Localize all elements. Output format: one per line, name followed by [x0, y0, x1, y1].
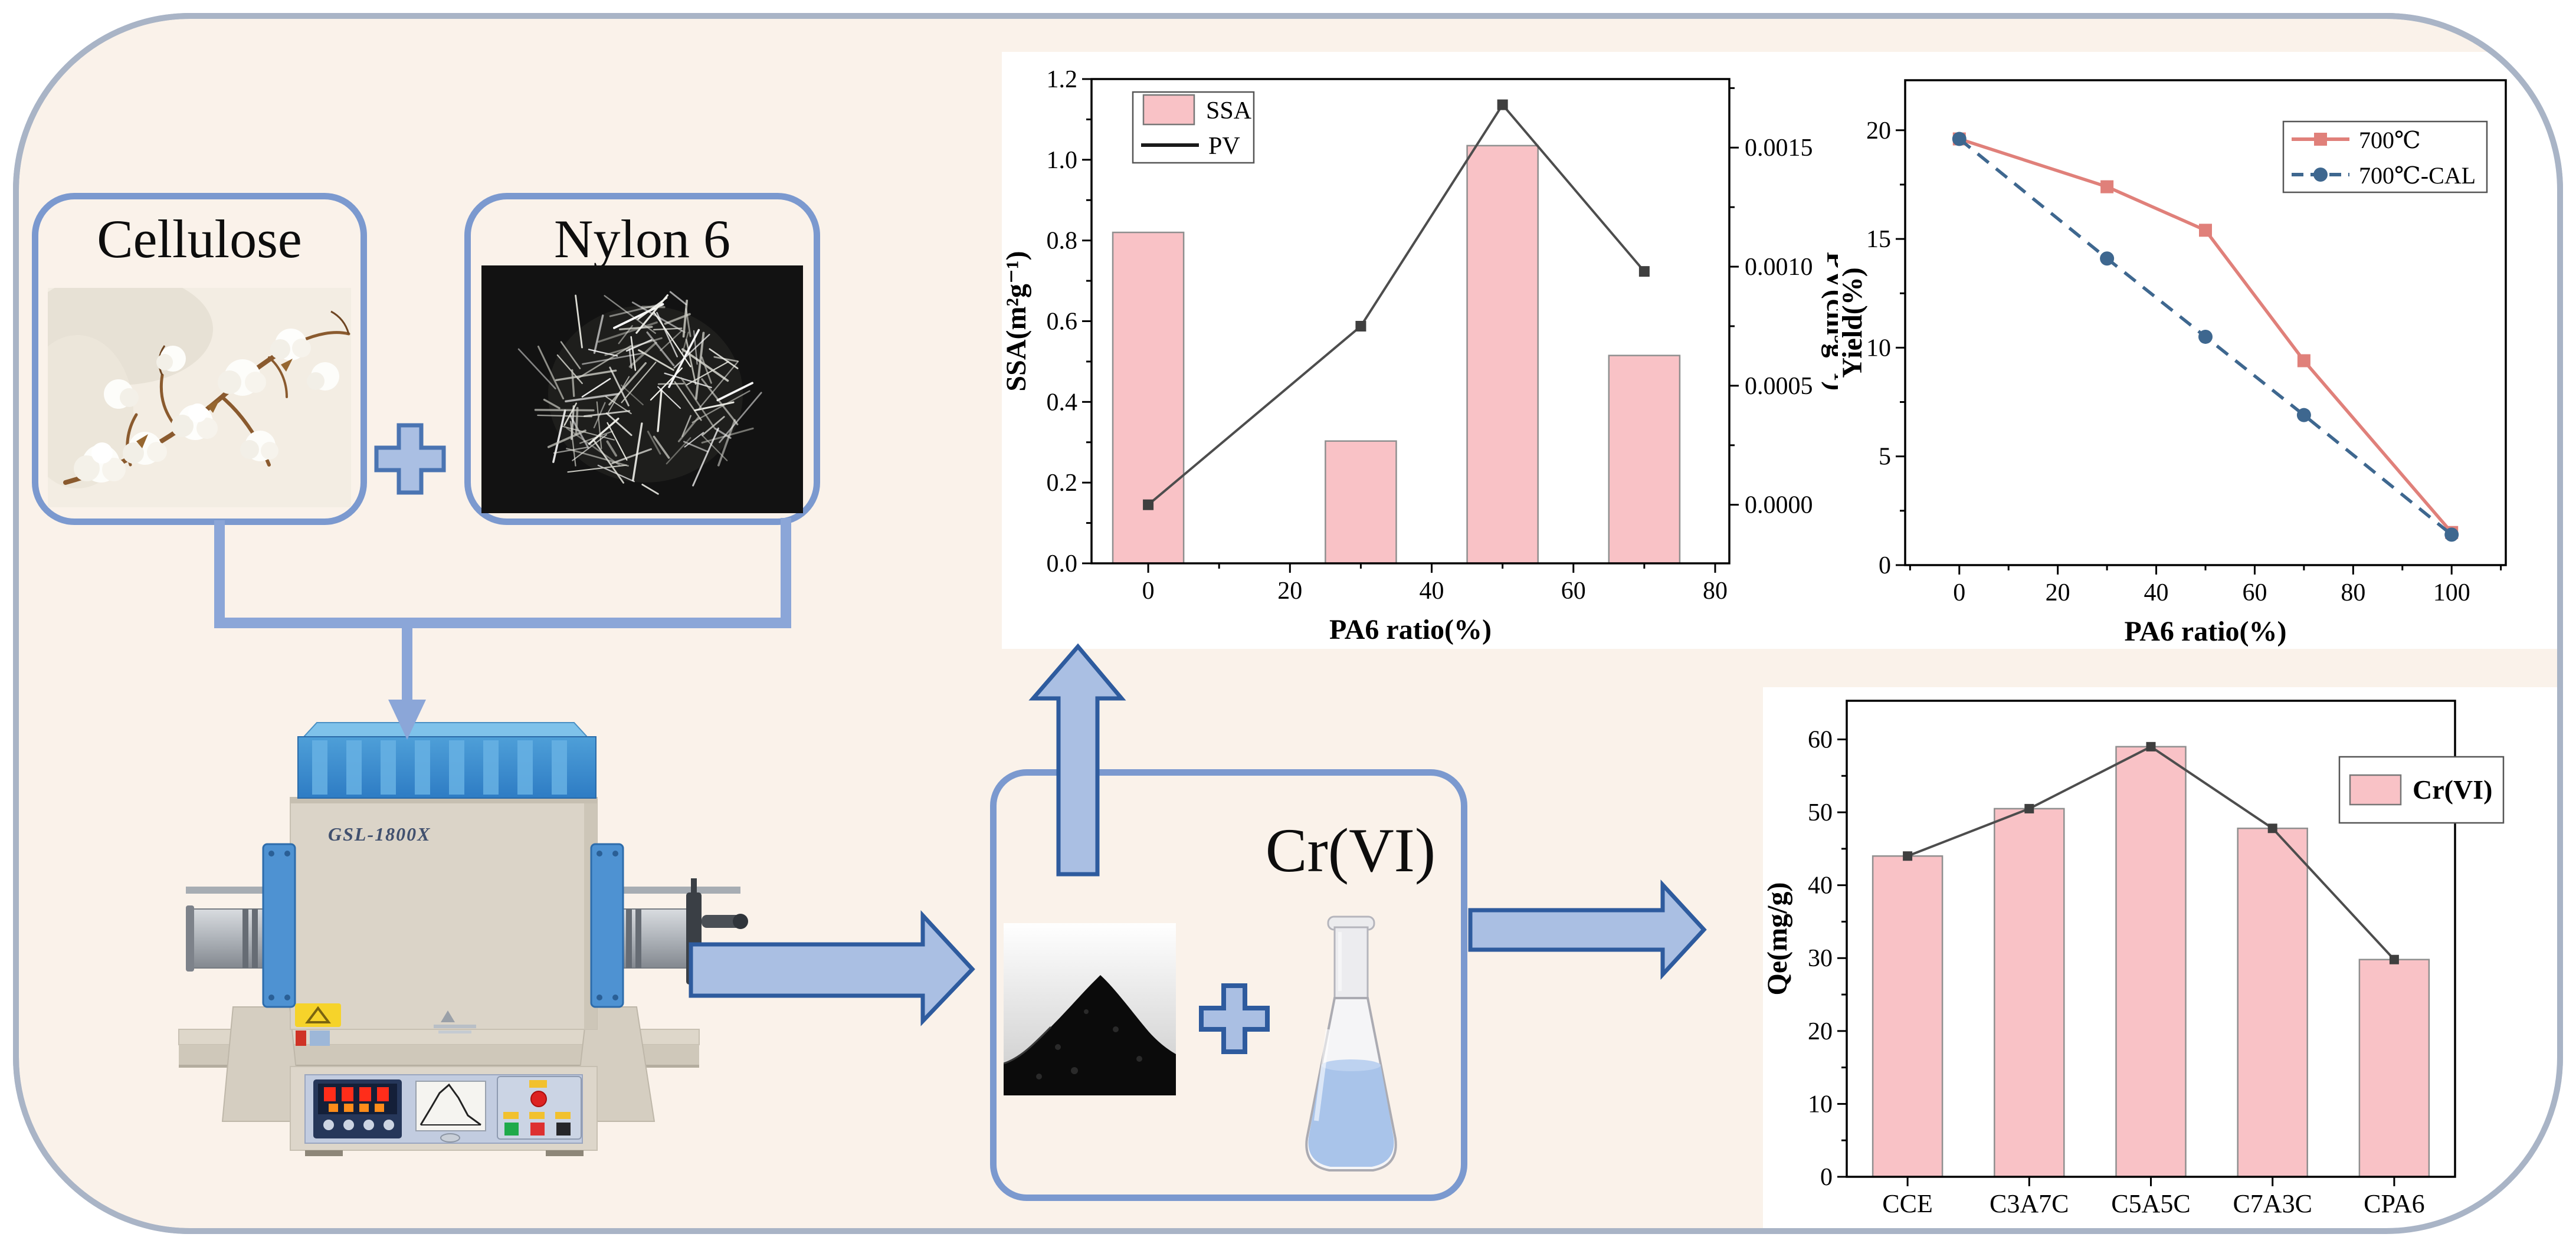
- svg-text:50: 50: [1808, 799, 1833, 826]
- svg-text:Yield(%): Yield(%): [1838, 267, 1868, 378]
- svg-text:0: 0: [1820, 1164, 1833, 1191]
- ssa-pv-chart-svg: 0 20 40 60 80 0.0 0.2 0.4 0.6 0.8 1.0 1.2 0.0000 0.00…: [1002, 52, 1838, 649]
- crvi-label: Cr(VI): [1265, 816, 1436, 885]
- nylon-label: Nylon 6: [554, 209, 730, 269]
- svg-text:0.8: 0.8: [1047, 228, 1078, 255]
- svg-text:20: 20: [1277, 577, 1302, 605]
- erlenmeyer-flask: [1305, 915, 1397, 1171]
- svg-text:PA6 ratio(%): PA6 ratio(%): [2124, 616, 2286, 647]
- svg-text:Qe(mg/g): Qe(mg/g): [1763, 882, 1793, 996]
- svg-text:700℃-CAL: 700℃-CAL: [2359, 162, 2476, 189]
- svg-text:PA6 ratio(%): PA6 ratio(%): [1329, 614, 1492, 645]
- chart-qe: CCE C3A7C C5A5C C7A3C CPA6 0 10 20 30 40 50 60 Qe(mg…: [1763, 687, 2559, 1241]
- svg-text:0: 0: [1879, 552, 1891, 579]
- svg-text:0.6: 0.6: [1047, 309, 1078, 336]
- furnace-model-label: GSL-1800X: [328, 823, 431, 845]
- tube-furnace: [174, 699, 752, 1218]
- svg-text:CPA6: CPA6: [2364, 1189, 2425, 1218]
- svg-text:60: 60: [2242, 579, 2267, 606]
- svg-text:80: 80: [1703, 577, 1728, 605]
- svg-text:0.0000: 0.0000: [1745, 492, 1813, 519]
- svg-text:CCE: CCE: [1882, 1189, 1933, 1218]
- warning-sticker: [295, 1003, 341, 1027]
- svg-text:C7A3C: C7A3C: [2233, 1189, 2312, 1218]
- svg-text:80: 80: [2341, 579, 2365, 606]
- flange-left: [262, 843, 296, 1008]
- yield-chart-svg: 0 20 40 60 80 100 0 5 10 15 20 PA6 ratio(%) Yield(%)…: [1838, 52, 2561, 649]
- svg-text:1.2: 1.2: [1047, 66, 1078, 93]
- cellulose-box: Cellulose: [32, 193, 367, 525]
- svg-text:0.0015: 0.0015: [1745, 134, 1813, 162]
- tube-furnace-drawing: [178, 722, 748, 1156]
- svg-text:40: 40: [1808, 872, 1833, 900]
- svg-text:700℃: 700℃: [2359, 127, 2421, 153]
- qe-chart-svg: CCE C3A7C C5A5C C7A3C CPA6 0 10 20 30 40 50 60 Qe(mg…: [1763, 687, 2559, 1241]
- cotton-photo: [48, 288, 351, 507]
- program-profile-display: [415, 1081, 486, 1131]
- svg-text:40: 40: [2144, 579, 2169, 606]
- svg-text:SSA(m²g⁻¹): SSA(m²g⁻¹): [1002, 251, 1032, 391]
- svg-text:60: 60: [1561, 577, 1586, 605]
- quartz-tube-right: [622, 908, 694, 969]
- svg-text:PV: PV: [1208, 133, 1240, 160]
- quartz-tube-left: [191, 908, 264, 969]
- tube-clamp: [686, 892, 702, 985]
- svg-text:40: 40: [1420, 577, 1444, 605]
- svg-text:60: 60: [1808, 726, 1833, 753]
- svg-text:20: 20: [1808, 1018, 1833, 1045]
- flange-right: [590, 843, 624, 1008]
- svg-text:10: 10: [1866, 334, 1891, 362]
- svg-text:20: 20: [2046, 579, 2070, 606]
- adsorption-box: Cr(VI): [990, 769, 1467, 1201]
- svg-text:0.0: 0.0: [1047, 550, 1078, 577]
- svg-text:20: 20: [1866, 117, 1891, 145]
- svg-text:Cr(VI): Cr(VI): [2413, 775, 2492, 805]
- svg-text:SSA: SSA: [1206, 97, 1252, 124]
- svg-text:0.0010: 0.0010: [1745, 254, 1813, 281]
- nylon-box: Nylon 6: [464, 193, 820, 525]
- svg-text:0.0005: 0.0005: [1745, 373, 1813, 400]
- svg-text:5: 5: [1879, 444, 1891, 471]
- chart-yield: 0 20 40 60 80 100 0 5 10 15 20 PA6 ratio(%) Yield(%)…: [1838, 52, 2561, 649]
- svg-text:0.2: 0.2: [1047, 470, 1078, 497]
- svg-text:30: 30: [1808, 945, 1833, 972]
- svg-text:0.4: 0.4: [1047, 389, 1078, 416]
- cellulose-label: Cellulose: [97, 209, 302, 269]
- carbon-powder-photo: [1004, 923, 1176, 1095]
- svg-text:100: 100: [2433, 579, 2470, 606]
- nylon-fiber-photo: [481, 265, 803, 513]
- svg-text:0: 0: [1953, 579, 1965, 606]
- svg-text:15: 15: [1866, 226, 1891, 253]
- furnace-lid: [297, 736, 597, 799]
- svg-text:0: 0: [1142, 577, 1155, 605]
- svg-text:1.0: 1.0: [1047, 147, 1078, 174]
- svg-text:10: 10: [1808, 1091, 1833, 1118]
- chart-ssa-pv: 0 20 40 60 80 0.0 0.2 0.4 0.6 0.8 1.0 1.2 0.0000 0.00…: [1002, 52, 1838, 649]
- svg-text:PV(cm³g⁻¹): PV(cm³g⁻¹): [1821, 252, 1838, 390]
- svg-text:C3A7C: C3A7C: [1990, 1189, 2069, 1218]
- furnace-leg-left: [221, 1006, 303, 1122]
- svg-text:C5A5C: C5A5C: [2111, 1189, 2190, 1218]
